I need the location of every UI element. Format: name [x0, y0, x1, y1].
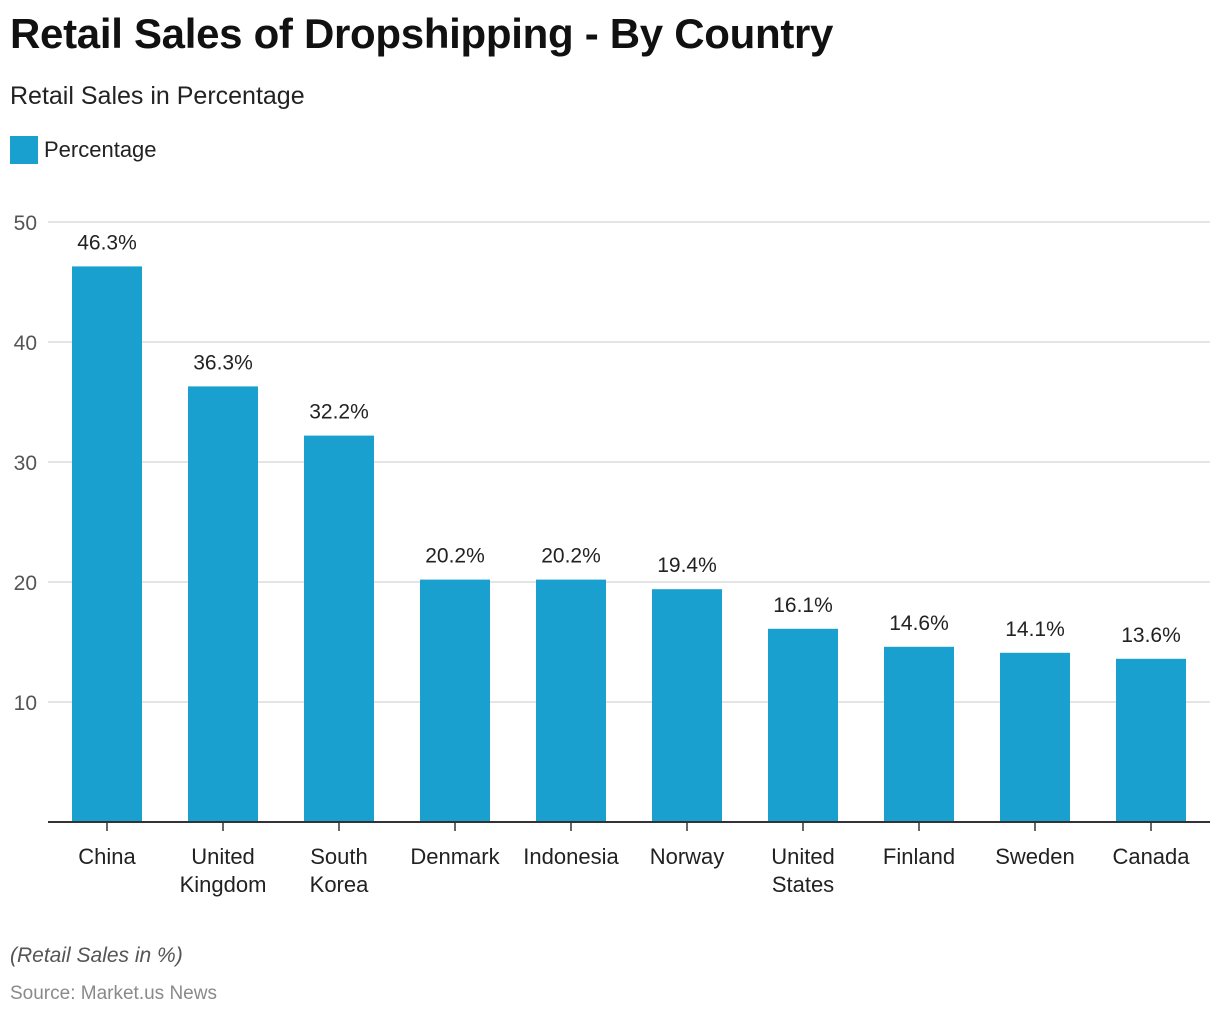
y-tick-label: 30 [14, 452, 37, 475]
bar [420, 579, 490, 822]
data-label: 13.6% [1121, 624, 1181, 647]
chart-title: Retail Sales of Dropshipping - By Countr… [10, 10, 834, 57]
y-tick-label: 10 [14, 692, 37, 715]
x-tick-label: United Kingdom [180, 844, 267, 897]
data-label: 36.3% [193, 351, 253, 374]
legend: Percentage [10, 136, 157, 164]
data-label: 14.1% [1005, 618, 1065, 641]
bar [884, 646, 954, 822]
y-tick-label: 40 [14, 332, 37, 355]
chart-source: Source: Market.us News [10, 983, 217, 1004]
x-tick-label: Denmark [410, 844, 500, 869]
x-tick-label: Indonesia [523, 844, 619, 869]
x-tick-label: Finland [883, 844, 955, 869]
data-label: 16.1% [773, 594, 833, 617]
bar [304, 435, 374, 822]
bar [1000, 652, 1070, 822]
x-tick-label: United States [771, 844, 835, 897]
chart-subtitle: Retail Sales in Percentage [10, 82, 305, 110]
data-label: 14.6% [889, 612, 949, 635]
data-label: 32.2% [309, 401, 369, 424]
bar [1116, 658, 1186, 822]
data-label: 46.3% [77, 231, 137, 254]
bar [536, 579, 606, 822]
legend-label: Percentage [44, 137, 157, 162]
legend-swatch [10, 136, 38, 164]
bar [652, 589, 722, 822]
data-label: 20.2% [425, 545, 485, 568]
y-tick-label: 50 [14, 212, 37, 235]
x-tick-label: China [78, 844, 136, 869]
data-label: 19.4% [657, 554, 717, 577]
x-tick-label: Sweden [995, 844, 1075, 869]
bar [768, 628, 838, 822]
x-tick-label: Canada [1112, 844, 1190, 869]
bar [188, 386, 258, 822]
bar [72, 266, 142, 822]
data-label: 20.2% [541, 545, 601, 568]
x-tick-label: Norway [650, 844, 725, 869]
y-tick-label: 20 [14, 572, 37, 595]
chart-note: (Retail Sales in %) [10, 944, 183, 967]
x-tick-label: South Korea [310, 844, 369, 897]
